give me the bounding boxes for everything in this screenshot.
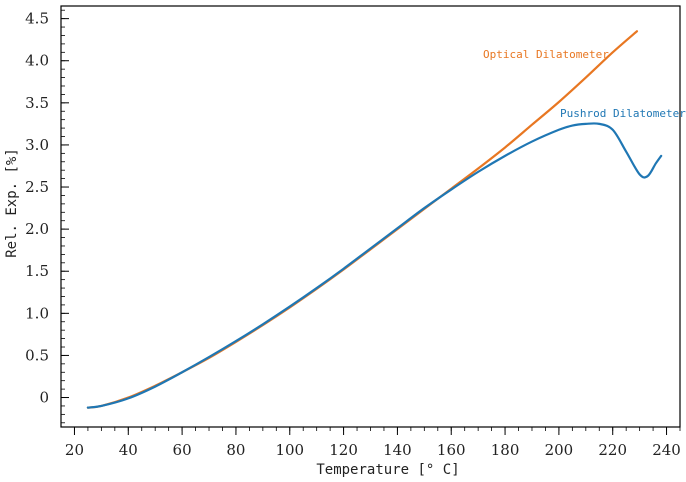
pushrod-dilatometer-line xyxy=(86,122,663,409)
optical-dilatometer-line xyxy=(86,30,639,409)
x-tick-label: 140 xyxy=(383,441,412,459)
x-tick-label: 160 xyxy=(437,441,466,459)
x-tick-label: 20 xyxy=(65,441,84,459)
y-axis-title: Rel. Exp. [%] xyxy=(4,148,20,258)
plot-frame xyxy=(60,5,681,428)
y-tick-label: 0 xyxy=(39,389,49,407)
pushrod-dilatometer-label: Pushrod Dilatometer xyxy=(560,107,686,120)
x-tick-label: 200 xyxy=(545,441,574,459)
x-tick-label: 40 xyxy=(119,441,138,459)
y-tick-label: 4.0 xyxy=(25,52,49,70)
y-tick-label: 1.0 xyxy=(25,304,49,322)
y-tick-label: 4.5 xyxy=(25,10,49,28)
x-tick-label: 120 xyxy=(329,441,358,459)
x-tick-label: 240 xyxy=(652,441,681,459)
y-tick-label: 3.5 xyxy=(25,94,49,112)
x-tick-label: 60 xyxy=(173,441,192,459)
y-tick-label: 2.5 xyxy=(25,178,49,196)
x-axis-title: Temperature [° C] xyxy=(316,462,459,478)
y-tick-label: 1.5 xyxy=(25,262,49,280)
y-tick-label: 0.5 xyxy=(25,346,49,364)
optical-dilatometer-label: Optical Dilatometer xyxy=(483,48,609,61)
x-tick-label: 180 xyxy=(491,441,520,459)
y-tick-label: 2.0 xyxy=(25,220,49,238)
x-tick-label: 100 xyxy=(275,441,304,459)
y-tick-label: 3.0 xyxy=(25,136,49,154)
x-tick-label: 220 xyxy=(598,441,627,459)
x-tick-label: 80 xyxy=(226,441,245,459)
